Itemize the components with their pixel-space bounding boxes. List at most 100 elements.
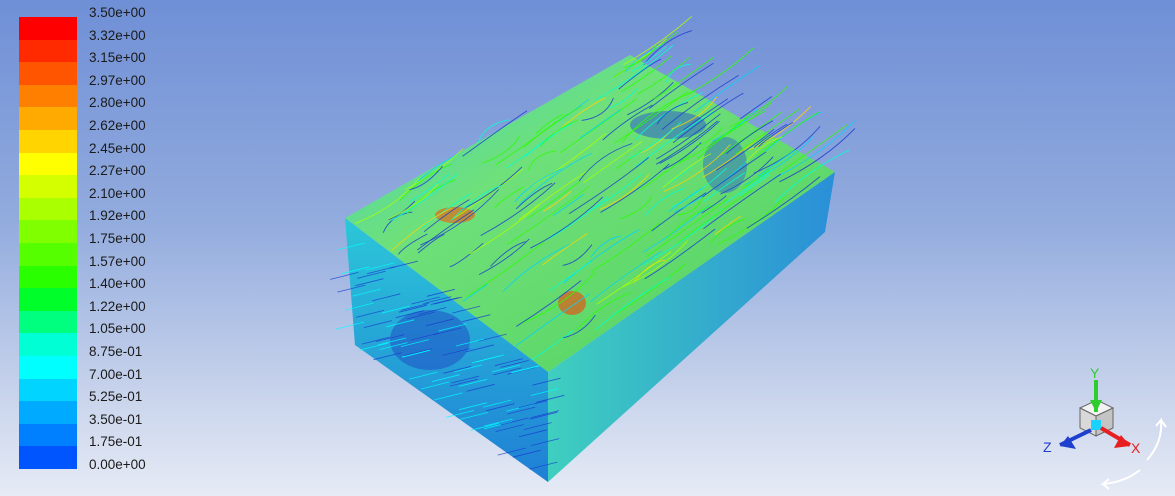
legend-row: 3.15e+00 [13,51,183,86]
streamline [523,422,552,430]
streamline [462,283,488,302]
streamline [527,150,557,171]
streamline [643,30,693,66]
axis-triad[interactable]: Y Z X [1035,360,1175,496]
streamline [469,204,541,255]
streamline [756,111,819,157]
streamline [542,233,588,266]
legend-row: 3.50e+00 [13,6,183,40]
legend-swatch [19,310,77,334]
legend-swatch [19,39,77,63]
domain-left-face [345,218,548,482]
streamline [330,272,359,280]
streamline [591,222,661,272]
streamline [739,174,770,197]
streamline [627,81,674,116]
streamline [518,169,590,220]
streamline [336,242,365,251]
streamline [425,318,455,327]
streamline [672,92,744,144]
legend-tick-label: 1.57e+00 [89,253,146,269]
streamline [714,215,741,235]
streamline [478,333,507,342]
streamline [595,44,674,101]
streamline [659,120,720,164]
z-axis-arrow [1060,436,1076,449]
streamline [477,119,510,143]
legend-row: 0.00e+00 [13,457,183,481]
streamline [536,394,565,403]
low-velocity-region [390,310,470,370]
legend-swatch [19,62,77,86]
streamline [697,127,724,146]
legend-tick-label: 3.50e-01 [89,411,143,427]
streamline [530,196,604,249]
streamline [662,142,702,171]
streamline [459,412,489,420]
streamline [679,112,751,164]
streamline [710,218,747,245]
legend-row: 1.75e-01 [13,434,183,470]
legend-tick-label: 1.40e+00 [89,276,146,292]
legend-row: 2.27e+00 [13,164,183,199]
streamline [623,44,657,68]
streamline [615,149,643,170]
streamline [486,403,515,412]
axis-label-z: Z [1043,439,1052,455]
streamline [423,199,470,233]
streamline [526,180,581,220]
legend-tick-label: 1.75e+00 [89,230,146,246]
legend-tick-label: 5.25e-01 [89,389,143,405]
rotate-arrow-icon[interactable] [1146,417,1167,461]
streamline [515,182,553,210]
domain-right-face [548,172,835,482]
streamline [372,293,401,302]
streamline [363,320,392,328]
streamline [608,263,687,319]
streamline [361,336,390,345]
streamline [676,188,755,245]
streamline [345,302,374,311]
streamline [341,266,370,275]
streamline [484,418,513,427]
legend-swatch [19,175,77,199]
rotate-arrow-icon[interactable] [1099,469,1141,490]
streamline [661,75,739,130]
streamline [701,195,727,214]
streamline [402,349,431,358]
streamline [576,291,631,331]
streamline [662,153,712,189]
streamline [388,183,439,220]
streamline [622,240,689,288]
streamline [455,338,485,347]
streamline [530,388,559,396]
streamline [724,169,773,204]
legend-swatch [19,355,77,379]
streamline [337,284,366,293]
streamline [514,293,590,347]
streamline [420,381,450,390]
legend-swatch [19,242,77,266]
streamline [644,187,685,217]
streamline [462,314,491,323]
streamline [697,110,766,160]
streamline [686,47,755,96]
legend-tick-label: 1.75e-01 [89,434,143,450]
streamline [748,106,812,151]
legend-tick-label: 2.45e+00 [89,140,146,156]
streamline [635,111,714,168]
streamline [423,296,452,304]
streamline [629,121,682,159]
streamline [357,270,386,279]
legend-tick-label: 7.00e-01 [89,366,143,382]
streamline [452,168,524,220]
streamline [490,241,526,267]
legend-tick-label: 1.92e+00 [89,208,146,224]
legend-swatch [19,333,77,357]
streamline [529,461,558,470]
streamline [497,447,526,456]
velocity-hotspot [558,291,586,315]
streamline [480,182,556,236]
streamline [666,203,717,240]
